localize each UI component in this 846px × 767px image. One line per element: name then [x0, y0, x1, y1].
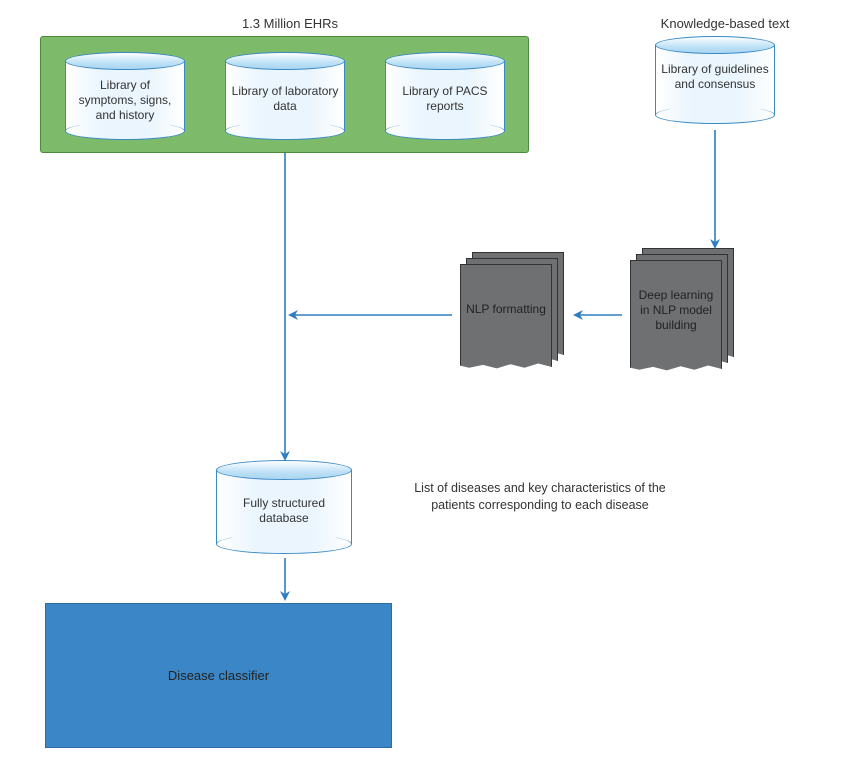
- cylinder-guidelines: Library of guidelines and consensus: [655, 36, 775, 124]
- cylinder-pacs-label: Library of PACS reports: [385, 84, 505, 114]
- doc-nlp-label: NLP formatting: [460, 302, 552, 317]
- doc-stack-nlp: NLP formatting: [460, 252, 568, 376]
- cylinder-symptoms-label: Library of symptoms, signs, and history: [65, 78, 185, 123]
- doc-deep-label: Deep learning in NLP model building: [634, 288, 718, 333]
- disease-classifier-box: Disease classifier: [45, 603, 392, 748]
- cylinder-symptoms: Library of symptoms, signs, and history: [65, 52, 185, 140]
- disease-classifier-label: Disease classifier: [168, 668, 269, 683]
- cylinder-guidelines-label: Library of guidelines and consensus: [655, 62, 775, 92]
- annotation-database: List of diseases and key characteristics…: [400, 480, 680, 514]
- heading-knowledge-text: Knowledge-based text: [635, 16, 815, 31]
- doc-stack-deep-learning: Deep learning in NLP model building: [630, 248, 738, 378]
- cylinder-lab-label: Library of laboratory data: [225, 84, 345, 114]
- cylinder-pacs: Library of PACS reports: [385, 52, 505, 140]
- heading-ehr: 1.3 Million EHRs: [210, 16, 370, 31]
- diagram-canvas: 1.3 Million EHRs Knowledge-based text Li…: [0, 0, 846, 767]
- cylinder-database-label: Fully structured database: [216, 496, 352, 526]
- cylinder-database: Fully structured database: [216, 460, 352, 554]
- cylinder-lab: Library of laboratory data: [225, 52, 345, 140]
